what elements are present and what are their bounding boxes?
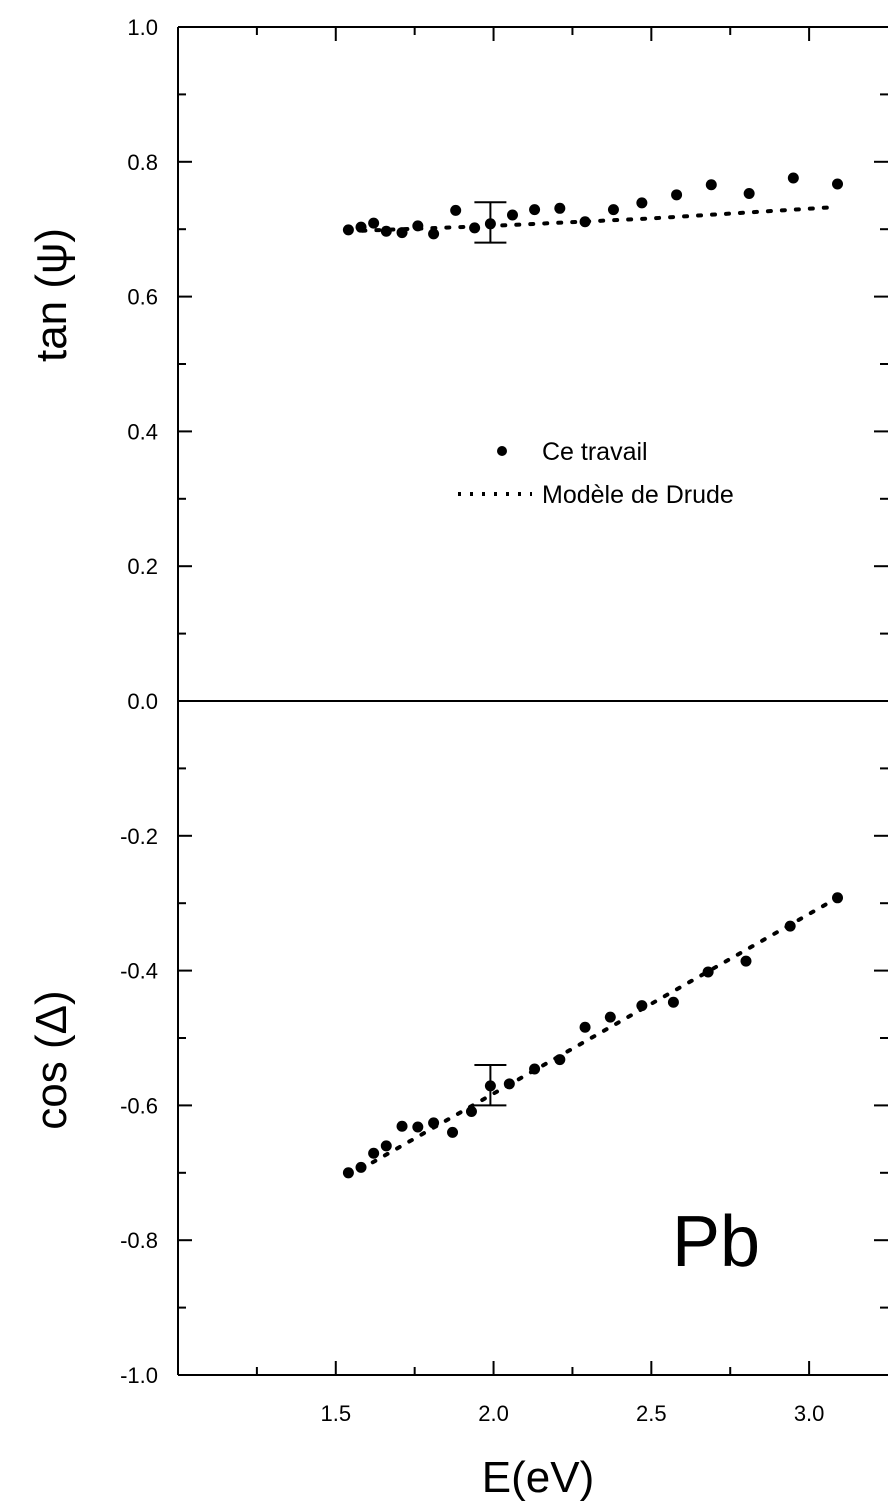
model-line [346, 895, 840, 1179]
x-tick-label: 2.0 [478, 1401, 509, 1426]
y-tick-label: 0.8 [127, 150, 158, 175]
data-point [705, 179, 717, 191]
data-point [554, 202, 566, 214]
data-point [447, 1126, 459, 1138]
series-tan_measured [342, 172, 844, 244]
data-point [636, 197, 648, 209]
legend-marker-measured [497, 446, 507, 456]
y-tick-label: -0.2 [120, 824, 158, 849]
y-tick-label: -0.8 [120, 1228, 158, 1253]
data-point [506, 209, 518, 221]
data-point [450, 204, 462, 216]
data-point [671, 189, 683, 201]
data-point [787, 172, 799, 184]
x-axis-label: E(eV) [482, 1453, 594, 1502]
y-tick-label: 0.4 [127, 419, 158, 444]
legend-label-measured: Ce travail [542, 438, 648, 466]
y-tick-label: 0.0 [127, 689, 158, 714]
series-cos_measured [342, 892, 844, 1179]
y-tick-label: 0.2 [127, 554, 158, 579]
data-point [412, 1121, 424, 1133]
y-tick-label: -1.0 [120, 1363, 158, 1388]
legend: Ce travail Modèle de Drude [458, 438, 734, 509]
x-tick-label: 1.5 [320, 1401, 351, 1426]
data-point [607, 204, 619, 216]
plot-frame [177, 26, 888, 1376]
data-point [465, 1105, 477, 1117]
data-point [604, 1011, 616, 1023]
y-axis-label-bottom: cos (Δ) [27, 990, 76, 1129]
y-axis: 1.0 0.8 0.6 0.4 0.2 0.0 -0.2 -0.4 -0.6 -0.8 -1.0 [120, 15, 888, 1388]
data-point [368, 1147, 380, 1159]
model-line [346, 204, 840, 234]
legend-label-model: Modèle de Drude [542, 481, 734, 509]
series-tan_model [346, 204, 840, 234]
data-point [428, 228, 440, 240]
data-point [832, 178, 844, 190]
y-tick-label: -0.4 [120, 959, 158, 984]
series-cos_model [346, 895, 840, 1179]
data-point [368, 217, 380, 229]
data-point [529, 204, 541, 216]
x-tick-label: 2.5 [636, 1401, 667, 1426]
data-point [667, 996, 679, 1008]
y-tick-label: 0.6 [127, 285, 158, 310]
y-axis-label-top: tan (ψ) [27, 228, 76, 362]
data-point [380, 1140, 392, 1152]
y-tick-label: 1.0 [127, 15, 158, 40]
data-point [396, 1120, 408, 1132]
element-annotation: Pb [672, 1202, 760, 1282]
data-point [743, 187, 755, 199]
data-point [740, 955, 752, 967]
x-tick-label: 3.0 [794, 1401, 825, 1426]
error-bar [474, 201, 507, 244]
data-point [579, 1021, 591, 1033]
error-bar [474, 1063, 507, 1107]
x-axis: 1.5 2.0 2.5 3.0 [255, 27, 825, 1426]
series-layer [342, 172, 844, 1179]
y-tick-label: -0.6 [120, 1093, 158, 1118]
